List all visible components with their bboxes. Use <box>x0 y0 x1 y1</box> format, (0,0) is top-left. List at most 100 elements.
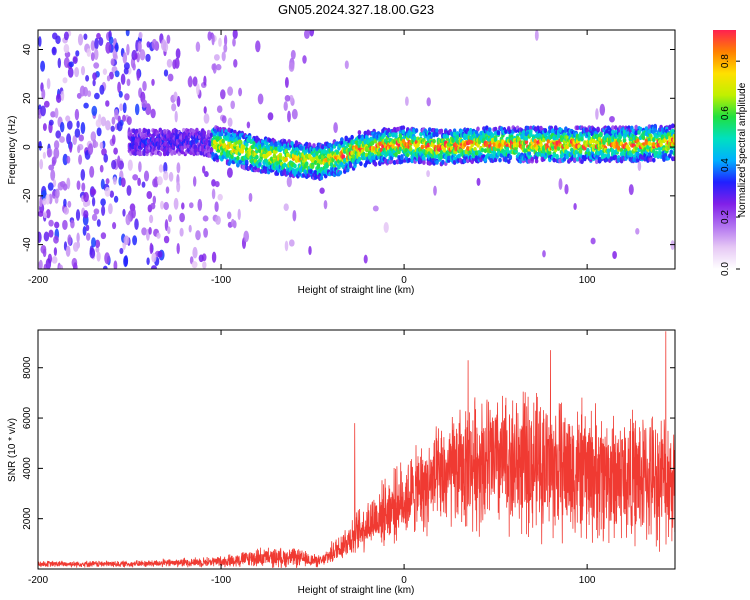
spectrogram-cell <box>309 30 315 37</box>
spectrogram-cell <box>192 246 198 259</box>
spectrogram-cell <box>573 203 577 210</box>
spectrogram-cell <box>587 151 592 157</box>
figure-title: GN05.2024.327.18.00.G23 <box>278 2 434 17</box>
spectrogram-cell <box>112 222 117 230</box>
spectrogram-cell <box>282 162 287 168</box>
spectrogram-cell <box>442 147 447 153</box>
spectrogram-cell <box>427 127 432 132</box>
spectrogram-cell <box>120 73 126 85</box>
spectrogram-cell <box>439 128 444 134</box>
spectrogram-cell <box>131 207 136 219</box>
spectrogram-cell <box>80 65 86 76</box>
spectrogram-cell <box>628 184 634 196</box>
spectrogram-cell <box>42 248 47 258</box>
spectrogram-cell <box>634 130 638 136</box>
spectrogram-cell <box>124 93 130 101</box>
spectrogram-cell <box>414 128 419 133</box>
spectrogram-cell <box>211 188 216 200</box>
spectrogram-cell <box>67 67 74 78</box>
spectrogram-cell <box>372 205 379 212</box>
y-tick-label: 4000 <box>22 457 33 480</box>
spectrogram-cell <box>543 128 548 134</box>
spectrogram-cell <box>90 131 97 142</box>
spectrogram-cell <box>152 195 157 205</box>
x-tick-label: -100 <box>211 275 231 286</box>
spectrogram-cell <box>286 176 292 188</box>
spectrogram-cell <box>252 141 256 146</box>
spectrogram-cell <box>98 37 104 46</box>
spectrogram-cells <box>38 30 675 269</box>
spectrogram-cell <box>151 252 157 263</box>
spectrogram-cell <box>126 185 132 196</box>
colorbar-label: Normalized spectral amplitude <box>737 82 748 217</box>
spectrogram-cell <box>124 255 129 267</box>
snr-frame <box>37 329 676 570</box>
spectrogram-cell <box>111 159 117 170</box>
spectrogram-cell <box>315 151 319 156</box>
spectrogram-cell <box>310 164 315 169</box>
spectrogram-cell <box>173 91 178 101</box>
spectrogram-cell <box>43 100 50 108</box>
spectrogram-cell <box>278 154 283 160</box>
spectrogram-cell <box>137 40 142 53</box>
spectrogram-cell <box>114 42 119 53</box>
spectrogram-cell <box>62 153 69 166</box>
spectrogram-cell <box>203 113 210 124</box>
spectrogram-cell <box>152 178 158 188</box>
spectrogram-cell <box>319 187 325 194</box>
spectrogram-cell <box>47 182 54 191</box>
spectrogram-cell <box>616 157 621 163</box>
colorbar-tick-label: 0.2 <box>720 210 731 224</box>
spectrogram-cell <box>611 148 615 154</box>
spectrogram-cell <box>238 87 243 97</box>
spectrogram-cell <box>575 125 580 131</box>
spectrogram-cell <box>578 149 583 154</box>
spectrogram-cell <box>419 131 423 137</box>
spectrogram-cell <box>284 76 289 89</box>
spectrogram-cell <box>552 135 556 141</box>
spectrogram-cell <box>338 170 343 176</box>
spectrogram-cell <box>284 157 289 162</box>
spectrogram-cell <box>166 34 171 44</box>
spectrogram-cell <box>117 155 121 168</box>
spectrogram-cell <box>344 60 349 69</box>
spectrogram-cell <box>641 135 646 141</box>
spectrogram-cell <box>87 90 92 97</box>
x-tick-label: -200 <box>28 275 48 286</box>
spectrogram-cell <box>72 135 77 146</box>
spectrogram-cell <box>209 147 214 153</box>
colorbar-ticks: 0.0 0.2 0.4 0.6 0.8 <box>720 54 740 276</box>
spectrogram-cell <box>476 126 480 132</box>
spectrogram-cell <box>378 141 382 147</box>
spectrogram-cell <box>439 150 444 155</box>
spectrogram-cell <box>199 150 204 156</box>
spectrogram-cell <box>207 31 212 41</box>
y-tick-label: -20 <box>22 188 33 203</box>
spectrogram-frame <box>37 29 676 270</box>
spectrogram-cell <box>150 202 156 210</box>
spectrogram-cell <box>192 76 198 87</box>
spectrogram-cell <box>580 136 584 142</box>
spectrogram-cell <box>230 154 234 160</box>
spectrogram-cell <box>624 132 628 138</box>
spectrogram-cell <box>606 154 611 159</box>
spectrogram-cell <box>163 69 169 77</box>
spectrogram-cell <box>534 30 539 41</box>
colorbar: 0.0 0.2 0.4 0.6 0.8 Normalized spectral ampl… <box>713 30 748 276</box>
spectrogram-cell <box>350 134 354 140</box>
spectrogram-cell <box>114 108 119 120</box>
spectrogram-cell <box>109 190 115 198</box>
spectrogram-cell <box>67 234 72 246</box>
spectrogram-cell <box>597 136 602 142</box>
spectrogram-cell <box>524 139 529 145</box>
spectrogram-cell <box>230 100 236 110</box>
spectrogram-cell <box>293 163 297 169</box>
spectrogram-cell <box>138 31 143 39</box>
spectrogram-cell <box>176 181 181 193</box>
spectrogram-cell <box>233 133 237 138</box>
spectrogram-cell <box>53 247 58 256</box>
spectrogram-cell <box>216 105 223 114</box>
spectrogram-cell <box>407 157 412 163</box>
spectrogram-cell <box>108 203 113 215</box>
spectrogram-cell <box>53 235 59 244</box>
